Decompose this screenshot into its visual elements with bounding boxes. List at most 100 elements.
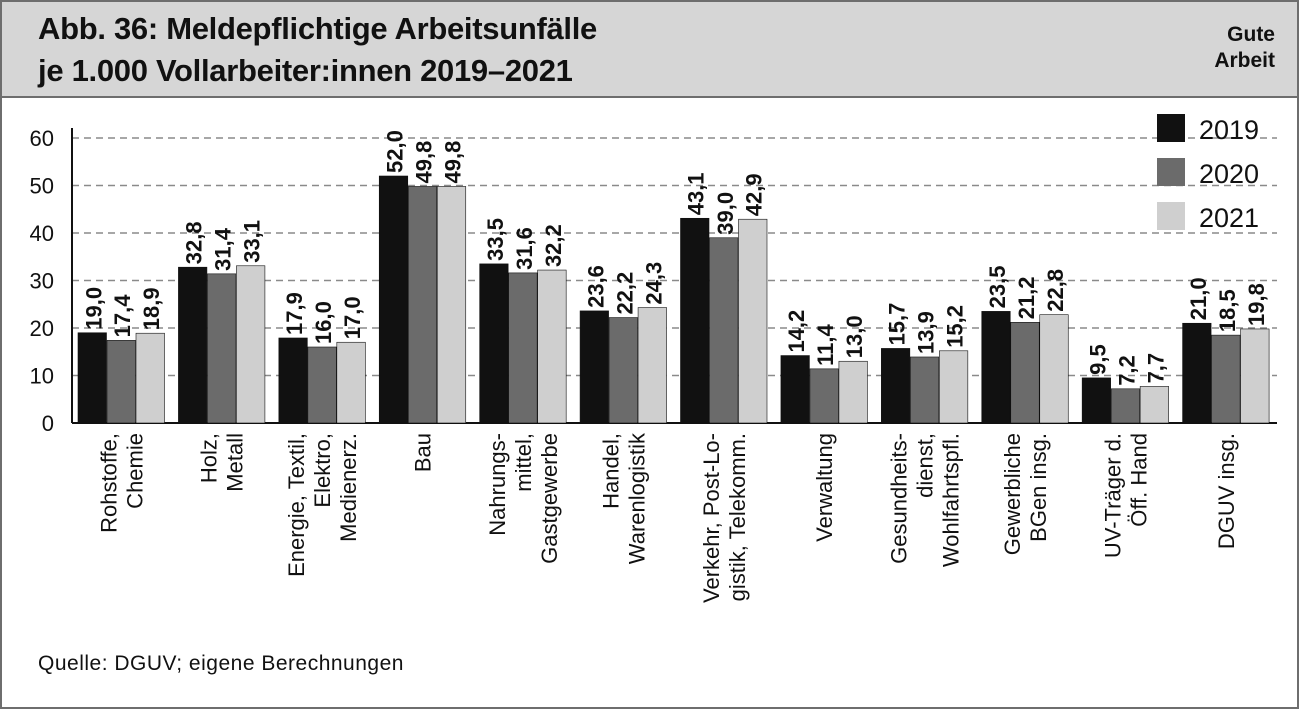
legend-swatch	[1157, 202, 1185, 230]
bar	[106, 340, 136, 424]
data-label: 24,3	[641, 262, 666, 305]
category-label: Verkehr, Post-Lo-	[699, 433, 724, 603]
data-label: 42,9	[742, 173, 767, 216]
bar	[1110, 388, 1140, 424]
y-tick-label: 10	[30, 364, 54, 389]
data-label: 18,5	[1215, 289, 1240, 332]
title-line-2: je 1.000 Vollarbeiter:innen 2019–2021	[38, 53, 573, 88]
title-line-1: Abb. 36: Meldepflichtige Arbeitsunfälle	[38, 11, 598, 46]
bar	[1039, 314, 1069, 424]
bar	[378, 175, 409, 424]
bar	[910, 356, 940, 424]
data-label: 39,0	[713, 192, 738, 235]
y-tick-label: 40	[30, 221, 54, 246]
data-label: 19,0	[81, 287, 106, 330]
data-label: 32,2	[541, 224, 566, 267]
bar	[780, 355, 810, 424]
data-label: 11,4	[813, 323, 838, 365]
legend-label: 2019	[1199, 115, 1259, 145]
data-label: 52,0	[383, 130, 408, 173]
category-label: Rohstoffe,	[96, 433, 121, 533]
bar	[608, 317, 638, 424]
brand-label: Gute Arbeit	[1214, 22, 1275, 74]
bar	[135, 332, 165, 424]
brand-line-2: Arbeit	[1214, 49, 1275, 72]
y-tick-label: 20	[30, 316, 54, 341]
data-label: 14,2	[784, 310, 809, 353]
bar	[236, 265, 266, 424]
bar-chart: 0 10 20 30 40 50 60 19,0 17,4 18,9 Rohstoffe, Chemi…	[30, 114, 1277, 603]
bar	[307, 346, 337, 424]
data-label: 13,0	[842, 315, 867, 358]
data-label: 7,2	[1114, 355, 1139, 386]
data-label: 22,2	[612, 272, 637, 315]
category-label: Energie, Textil,	[284, 433, 309, 577]
category-label: Bau	[411, 433, 436, 472]
category-label: Gesundheits-	[887, 433, 912, 564]
data-label: 21,0	[1186, 277, 1211, 320]
bar	[1010, 322, 1040, 424]
data-label: 16,0	[311, 301, 336, 344]
data-label: 18,9	[139, 287, 164, 330]
category-label: mittel,	[511, 433, 536, 492]
bar	[981, 311, 1011, 424]
legend-swatch	[1157, 158, 1185, 186]
bar	[479, 263, 509, 424]
bar	[436, 186, 467, 424]
brand-line-1: Gute	[1227, 23, 1275, 46]
bar	[680, 217, 710, 424]
data-label: 17,0	[340, 296, 365, 339]
bar	[1182, 322, 1212, 424]
category-label: Holz,	[197, 433, 222, 483]
data-label: 49,8	[441, 141, 466, 184]
data-label: 31,6	[512, 227, 537, 270]
bar	[939, 350, 969, 424]
bar	[407, 186, 438, 424]
legend-label: 2020	[1199, 159, 1259, 189]
data-label: 9,5	[1085, 344, 1110, 375]
category-label: Öff. Hand	[1126, 433, 1151, 527]
figure-header: Abb. 36: Meldepflichtige Arbeitsunfälle …	[2, 2, 1297, 98]
y-tick-label: 30	[30, 269, 54, 294]
data-label: 7,7	[1143, 353, 1168, 384]
y-tick-label: 50	[30, 174, 54, 199]
bar	[809, 368, 839, 424]
bar	[178, 266, 208, 424]
category-label: Gewerbliche	[1000, 433, 1025, 555]
data-label: 49,8	[412, 141, 437, 184]
category-label: Verwaltung	[812, 433, 837, 542]
data-label: 22,8	[1043, 269, 1068, 312]
data-label: 17,4	[110, 294, 135, 338]
category-label: Elektro,	[310, 433, 335, 508]
bar	[508, 272, 538, 424]
data-label: 33,5	[483, 218, 508, 261]
data-label: 33,1	[240, 220, 265, 263]
bar	[1211, 334, 1241, 424]
legend-swatch	[1157, 114, 1185, 142]
data-label: 19,8	[1244, 283, 1269, 326]
y-tick-label: 0	[42, 411, 54, 436]
data-label: 13,9	[914, 311, 939, 354]
figure-title: Abb. 36: Meldepflichtige Arbeitsunfälle …	[38, 8, 597, 92]
category-label: Chemie	[122, 433, 147, 509]
data-label: 23,5	[985, 266, 1010, 309]
category-label: UV-Träger d.	[1100, 433, 1125, 558]
legend-label: 2021	[1199, 203, 1259, 233]
bar	[1081, 377, 1111, 424]
data-label: 23,6	[583, 265, 608, 308]
category-label: Handel,	[598, 433, 623, 509]
bar	[709, 237, 739, 424]
data-label: 43,1	[684, 172, 709, 215]
category-label: Wohlfahrtspfl.	[939, 433, 964, 567]
bar	[881, 348, 911, 424]
data-label: 17,9	[282, 292, 307, 335]
bar	[738, 218, 768, 424]
data-label: 31,4	[211, 227, 236, 271]
bar	[336, 341, 366, 424]
category-label: Nahrungs-	[485, 433, 510, 536]
category-label: BGen insg.	[1026, 433, 1051, 542]
bar	[838, 360, 868, 424]
bar	[1139, 386, 1169, 424]
category-label: Gastgewerbe	[537, 433, 562, 564]
category-label: Warenlogistik	[624, 432, 649, 564]
